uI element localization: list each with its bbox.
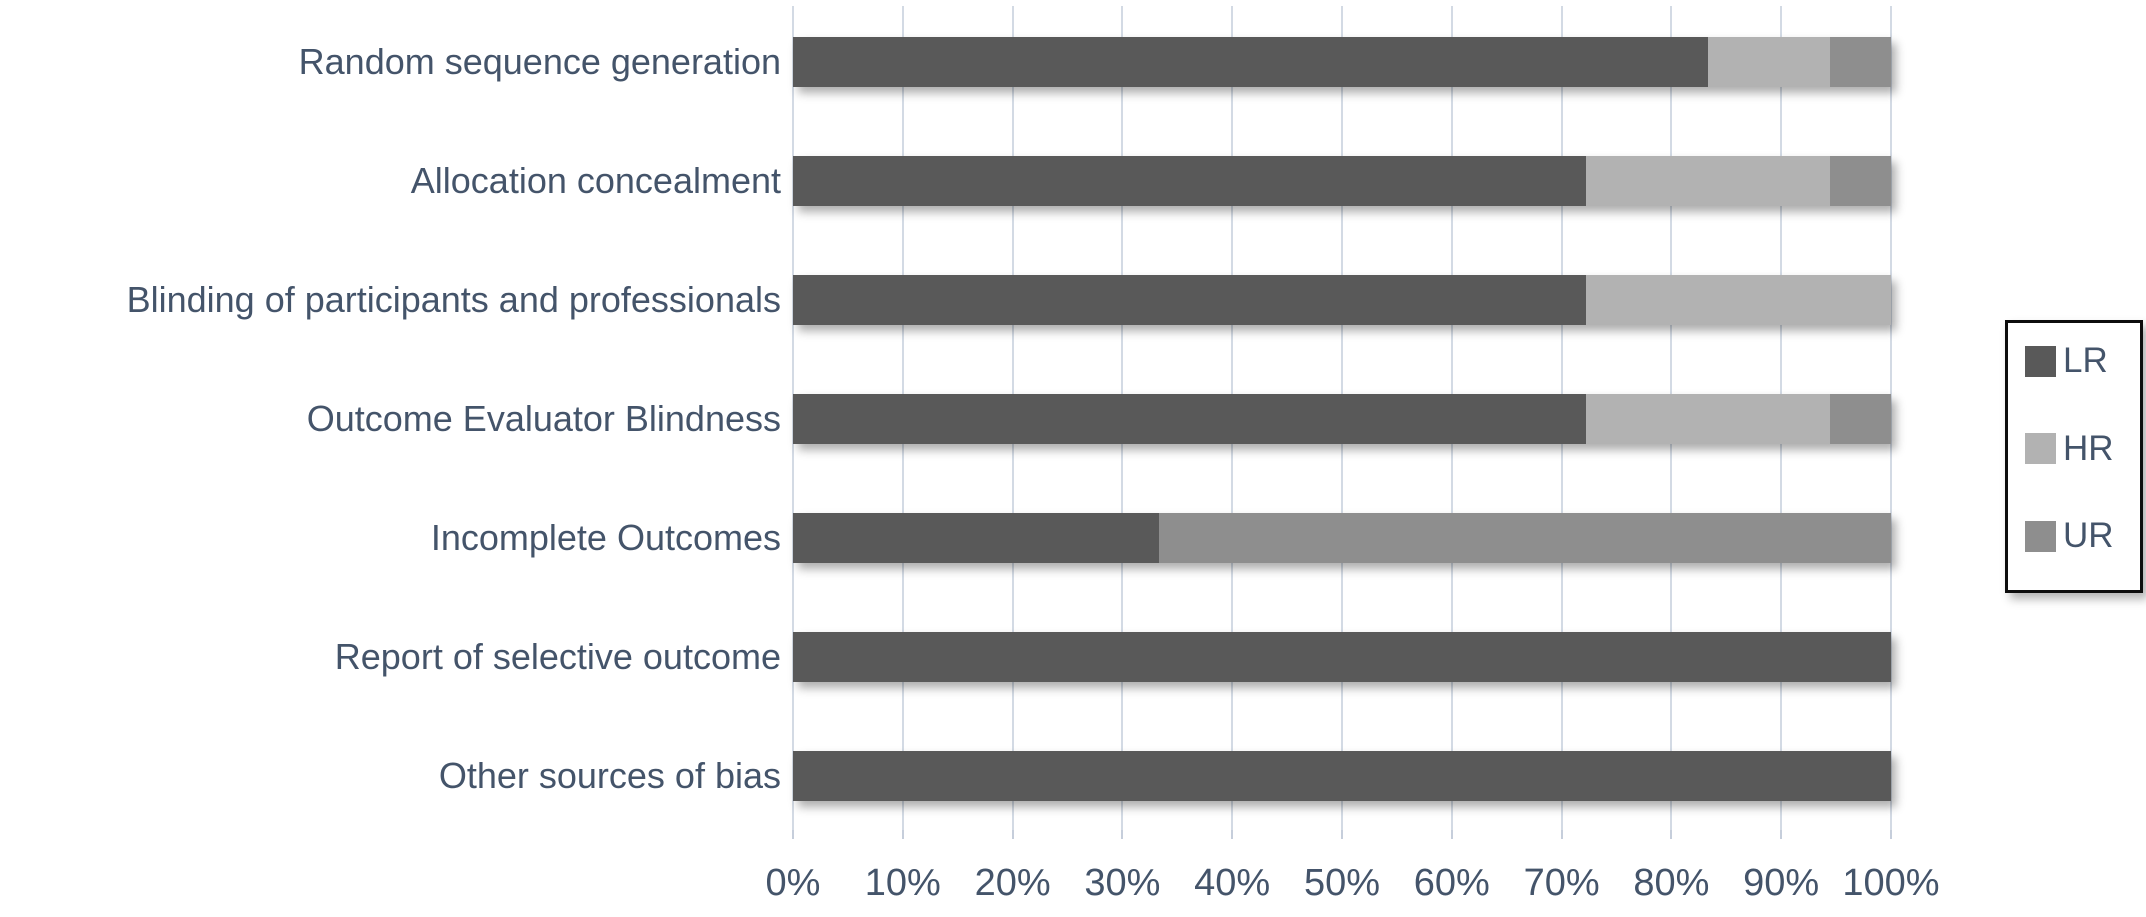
axis-tick-30%	[1121, 830, 1124, 839]
bar-segment-ur	[1829, 156, 1891, 206]
bar-row	[793, 394, 1891, 444]
bar-segment-hr	[1707, 37, 1830, 87]
category-label: Random sequence generation	[298, 41, 781, 82]
x-axis-label-90%: 90%	[1743, 862, 1820, 904]
bar-segment-lr	[793, 394, 1586, 444]
bar-row	[793, 37, 1891, 87]
axis-tick-60%	[1450, 830, 1453, 839]
category-label: Report of selective outcome	[334, 636, 781, 677]
bar-segment-ur	[1829, 37, 1891, 87]
legend-box: LR HR UR	[2005, 320, 2143, 593]
bar-segment-lr	[793, 513, 1159, 563]
axis-tick-40%	[1231, 830, 1234, 839]
legend-label-ur: UR	[2063, 516, 2114, 555]
bar-segment-lr	[793, 632, 1891, 682]
axis-tick-10%	[901, 830, 904, 839]
bar-row	[793, 632, 1891, 682]
x-axis-label-50%: 50%	[1303, 862, 1381, 904]
x-axis-label-10%: 10%	[864, 862, 941, 904]
x-axis-label-80%: 80%	[1633, 862, 1710, 904]
legend-label-hr: HR	[2063, 428, 2114, 468]
gridline-100%	[1890, 6, 1892, 830]
legend-entry-ur: UR	[2025, 516, 2114, 556]
axis-tick-50%	[1341, 830, 1343, 839]
bar-segment-hr	[1585, 156, 1830, 206]
legend-entry-hr: HR	[2025, 429, 2114, 469]
bar-segment-lr	[793, 751, 1891, 801]
category-label: Allocation concealment	[410, 160, 781, 201]
x-axis-label-100%: 100%	[1842, 862, 1940, 904]
axis-tick-80%	[1670, 830, 1673, 839]
legend-swatch-lr	[2025, 345, 2056, 377]
x-axis-label-20%: 20%	[974, 862, 1051, 904]
axis-tick-0%	[792, 830, 794, 839]
x-axis-label-30%: 30%	[1084, 862, 1161, 904]
legend-entry-lr: LR	[2025, 341, 2108, 381]
bar-segment-hr	[1585, 275, 1891, 325]
category-label: Other sources of bias	[438, 755, 781, 796]
x-axis-label-0%: 0%	[765, 862, 821, 904]
x-axis-label-70%: 70%	[1523, 862, 1600, 904]
axis-tick-20%	[1011, 830, 1014, 839]
axis-tick-100%	[1890, 830, 1892, 839]
axis-tick-90%	[1780, 830, 1783, 839]
bar-segment-ur	[1829, 394, 1891, 444]
bar-segment-ur	[1158, 513, 1891, 563]
legend-swatch-ur	[2025, 520, 2056, 552]
category-label: Incomplete Outcomes	[430, 517, 781, 558]
x-axis-label-60%: 60%	[1413, 862, 1490, 904]
category-label: Blinding of participants and professiona…	[126, 279, 781, 320]
bar-segment-lr	[793, 275, 1586, 325]
legend-label-lr: LR	[2063, 341, 2108, 380]
bar-segment-lr	[793, 156, 1586, 206]
bar-row	[793, 751, 1891, 801]
legend-swatch-hr	[2025, 433, 2056, 464]
bar-segment-lr	[793, 37, 1708, 87]
bar-segment-hr	[1585, 394, 1830, 444]
category-label: Outcome Evaluator Blindness	[306, 398, 781, 439]
bar-row	[793, 275, 1891, 325]
bar-row	[793, 513, 1891, 563]
bar-row	[793, 156, 1891, 206]
x-axis-label-40%: 40%	[1194, 862, 1271, 904]
axis-tick-70%	[1560, 830, 1563, 839]
